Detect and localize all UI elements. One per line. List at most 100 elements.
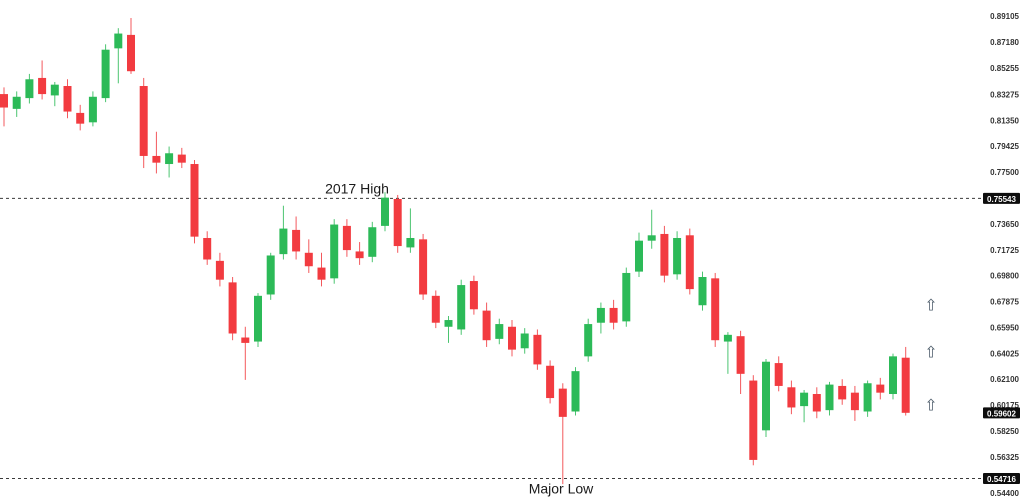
candle	[889, 353, 897, 400]
candle	[38, 60, 47, 100]
candle	[190, 159, 199, 244]
candle	[711, 272, 720, 347]
candle	[304, 239, 313, 273]
level-label-2017-high: 2017 High	[325, 180, 389, 196]
price-tick-label: 0.77500	[990, 168, 1019, 177]
candle	[800, 389, 809, 423]
price-axis[interactable]: 0.89105 0.87180 0.85255 0.83275 0.81350 0.794…	[990, 12, 1019, 498]
price-tick-label: 0.60175	[990, 401, 1019, 410]
price-tick-label: 0.64025	[990, 349, 1019, 358]
svg-text:0.59602: 0.59602	[987, 409, 1016, 418]
candle	[25, 73, 34, 104]
candle	[317, 252, 326, 287]
candle-series	[0, 17, 910, 485]
price-tick-label: 0.79425	[990, 142, 1019, 151]
price-tick-label: 0.56325	[990, 453, 1019, 462]
candle	[762, 359, 770, 438]
svg-text:0.75543: 0.75543	[987, 195, 1016, 204]
candle	[787, 380, 796, 415]
candle	[876, 377, 885, 400]
candle	[647, 209, 656, 249]
candle	[635, 232, 643, 277]
candle	[685, 228, 694, 295]
candle	[342, 219, 351, 257]
candle	[508, 320, 516, 357]
price-tick-label: 0.87180	[990, 38, 1019, 47]
price-tick-label: 0.71725	[990, 246, 1019, 255]
candle	[825, 381, 834, 416]
candle	[241, 326, 250, 380]
price-tick-label: 0.58250	[990, 427, 1019, 436]
price-tick-label: 0.62100	[990, 375, 1019, 384]
candle	[520, 328, 529, 354]
candle	[749, 375, 758, 466]
candle	[571, 367, 580, 416]
candle	[101, 44, 110, 103]
candle	[774, 356, 783, 392]
candle	[838, 379, 847, 405]
candle	[50, 81, 59, 107]
up-arrow-icon: ⇧	[924, 296, 937, 315]
candle	[812, 387, 821, 419]
level-label-major-low: Major Low	[529, 481, 594, 497]
candle	[850, 385, 859, 421]
level-badge-2017-high: 0.75543	[983, 192, 1020, 204]
price-tick-label: 0.69800	[990, 272, 1019, 281]
candle	[482, 302, 491, 347]
candle	[393, 194, 402, 253]
svg-text:0.54716: 0.54716	[987, 475, 1016, 484]
level-badge-major-low: 0.54716	[983, 473, 1020, 485]
candle	[381, 192, 389, 232]
up-arrow-icon: ⇧	[924, 343, 937, 362]
candle	[292, 216, 301, 260]
candle	[127, 17, 135, 74]
candle	[330, 219, 339, 284]
candle	[114, 28, 123, 84]
candle	[215, 252, 224, 287]
up-arrow-icon: ⇧	[924, 396, 937, 415]
price-tick-label: 0.81350	[990, 116, 1019, 125]
candle	[495, 318, 504, 345]
candle	[546, 360, 555, 404]
candle	[533, 329, 542, 370]
candle	[660, 225, 669, 283]
candle	[469, 275, 478, 315]
candle	[88, 91, 97, 127]
candle	[406, 208, 415, 253]
price-tick-label: 0.67875	[990, 298, 1019, 307]
current-price-badge: 0.59602	[983, 407, 1020, 419]
candle	[444, 316, 453, 343]
price-tick-label: 0.73650	[990, 220, 1019, 229]
candle	[152, 131, 161, 174]
candle	[0, 87, 8, 127]
candle	[457, 279, 466, 335]
candle	[723, 332, 732, 374]
price-tick-label: 0.65950	[990, 323, 1019, 332]
candle	[279, 205, 288, 260]
candle	[863, 380, 872, 417]
candle	[736, 330, 745, 395]
candle	[165, 146, 174, 178]
candle	[355, 242, 364, 265]
candle	[139, 77, 148, 169]
price-tick-label: 0.89105	[990, 12, 1019, 21]
candle	[12, 91, 21, 117]
candle	[76, 104, 85, 131]
candle	[609, 299, 618, 330]
candle	[622, 267, 631, 327]
candle	[901, 346, 910, 416]
candle	[266, 252, 275, 300]
candle	[558, 383, 567, 485]
candle	[431, 290, 440, 329]
price-tick-label: 0.83275	[990, 90, 1019, 99]
candle	[368, 221, 377, 263]
candle	[228, 277, 237, 341]
candle	[203, 231, 212, 265]
candle	[177, 147, 186, 169]
candle	[63, 79, 72, 119]
candle	[254, 293, 262, 347]
price-tick-label: 0.85255	[990, 64, 1019, 73]
price-tick-label: 0.54400	[990, 489, 1019, 498]
